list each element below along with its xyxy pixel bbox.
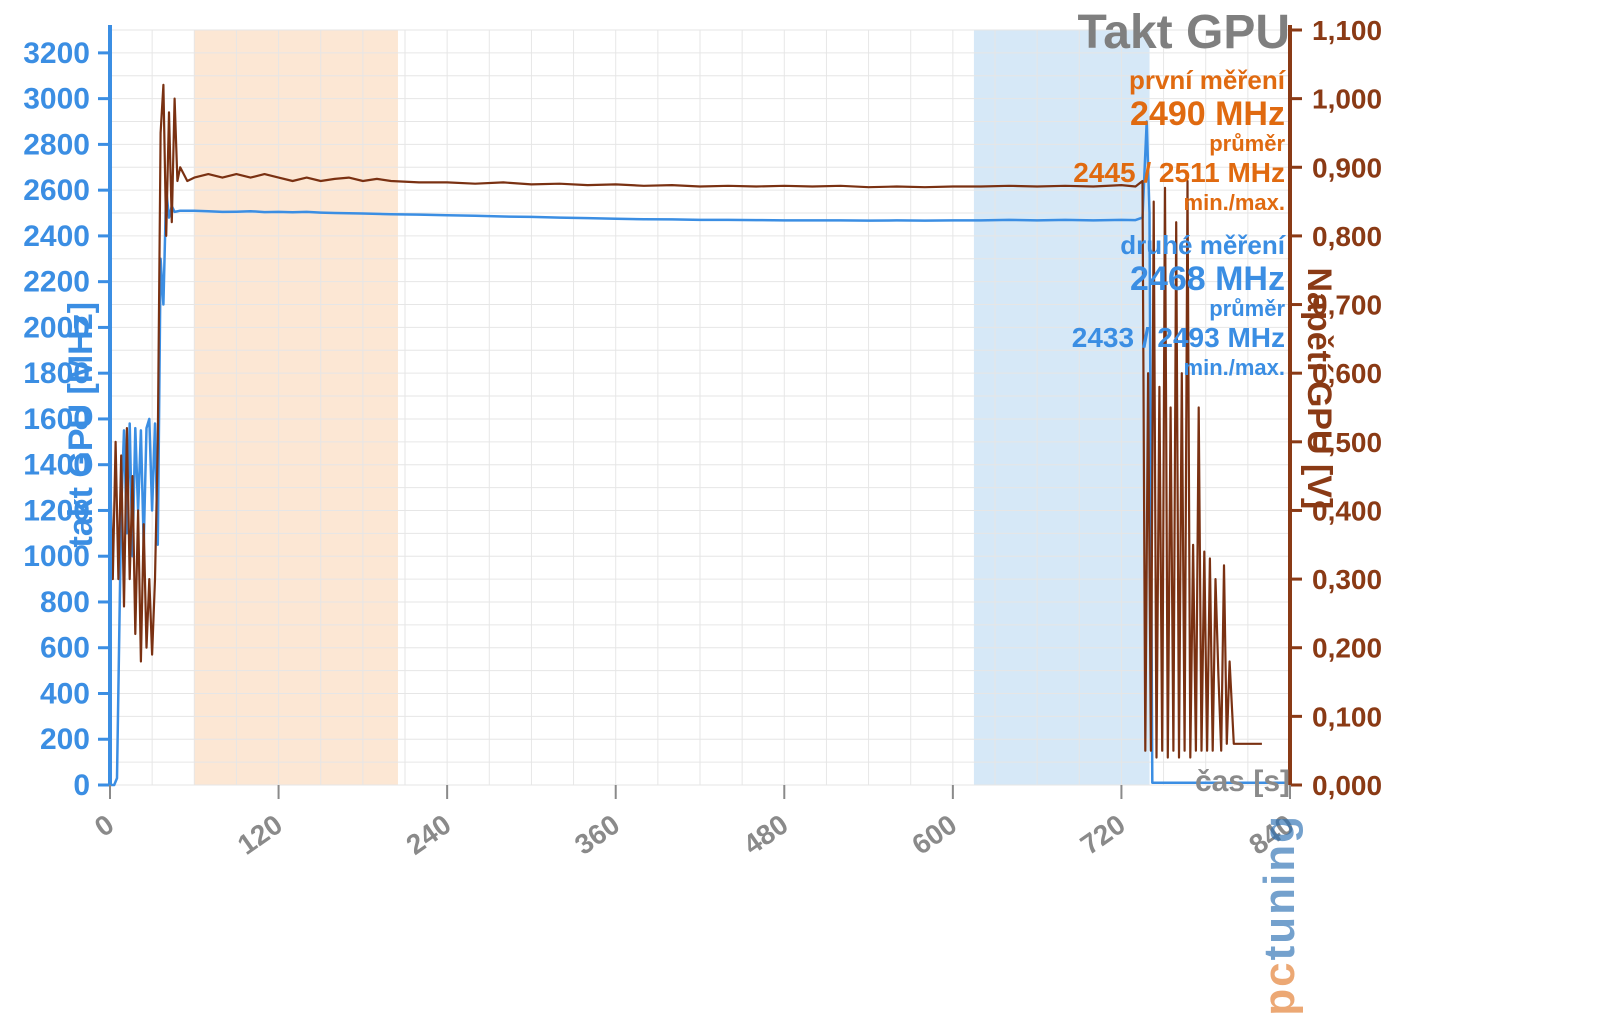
- annotation-first-minmax-caption: min./max.: [1073, 192, 1285, 214]
- annotation-second-avg-caption: průměr: [1072, 298, 1285, 320]
- annotation-first-avg-caption: průměr: [1073, 133, 1285, 155]
- svg-text:800: 800: [40, 586, 90, 619]
- svg-text:0: 0: [73, 769, 90, 802]
- svg-text:takt GPU [MHz]: takt GPU [MHz]: [62, 302, 100, 548]
- svg-text:2200: 2200: [23, 266, 90, 299]
- svg-text:1,000: 1,000: [1312, 84, 1382, 115]
- watermark-a: pc: [1255, 960, 1304, 1015]
- annotation-first-avg: 2490 MHz: [1073, 96, 1285, 133]
- watermark: pctuning: [1255, 814, 1305, 1016]
- svg-text:480: 480: [738, 809, 794, 861]
- svg-text:720: 720: [1075, 809, 1131, 861]
- chart-svg: 0200400600800100012001400160018002000220…: [0, 0, 1600, 1009]
- svg-text:600: 600: [40, 632, 90, 665]
- annotation-first-minmax: 2445 / 2511 MHz: [1073, 155, 1285, 191]
- annotation-second-minmax-caption: min./max.: [1072, 357, 1285, 379]
- annotation-second-avg: 2468 MHz: [1072, 261, 1285, 298]
- svg-text:2600: 2600: [23, 174, 90, 207]
- svg-text:3000: 3000: [23, 83, 90, 116]
- svg-text:200: 200: [40, 723, 90, 756]
- svg-text:400: 400: [40, 677, 90, 710]
- annotation-second: druhé měření 2468 MHz průměr 2433 / 2493…: [1072, 230, 1285, 379]
- annotation-second-minmax: 2433 / 2493 MHz: [1072, 320, 1285, 356]
- svg-text:0,000: 0,000: [1312, 770, 1382, 801]
- watermark-b: tuning: [1255, 814, 1304, 960]
- chart-title: Takt GPU: [1078, 5, 1290, 60]
- chart-container: 0200400600800100012001400160018002000220…: [0, 0, 1600, 1009]
- svg-text:0,200: 0,200: [1312, 633, 1382, 664]
- svg-text:0,800: 0,800: [1312, 221, 1382, 252]
- annotation-first: první měření 2490 MHz průměr 2445 / 2511…: [1073, 65, 1285, 214]
- svg-text:2800: 2800: [23, 128, 90, 161]
- svg-text:0,100: 0,100: [1312, 701, 1382, 732]
- svg-text:1,100: 1,100: [1312, 15, 1382, 46]
- svg-text:3200: 3200: [23, 37, 90, 70]
- svg-text:Napětí GPU [V]: Napětí GPU [V]: [1300, 268, 1338, 510]
- annotation-second-label: druhé měření: [1072, 230, 1285, 261]
- svg-text:0,900: 0,900: [1312, 152, 1382, 183]
- svg-text:2400: 2400: [23, 220, 90, 253]
- annotation-first-label: první měření: [1073, 65, 1285, 96]
- svg-text:600: 600: [906, 809, 962, 861]
- svg-text:0,300: 0,300: [1312, 564, 1382, 595]
- svg-text:0: 0: [89, 809, 120, 843]
- svg-text:240: 240: [401, 809, 457, 861]
- svg-text:120: 120: [232, 809, 288, 861]
- x-axis-label: čas [s]: [1195, 765, 1290, 799]
- svg-text:360: 360: [569, 809, 625, 861]
